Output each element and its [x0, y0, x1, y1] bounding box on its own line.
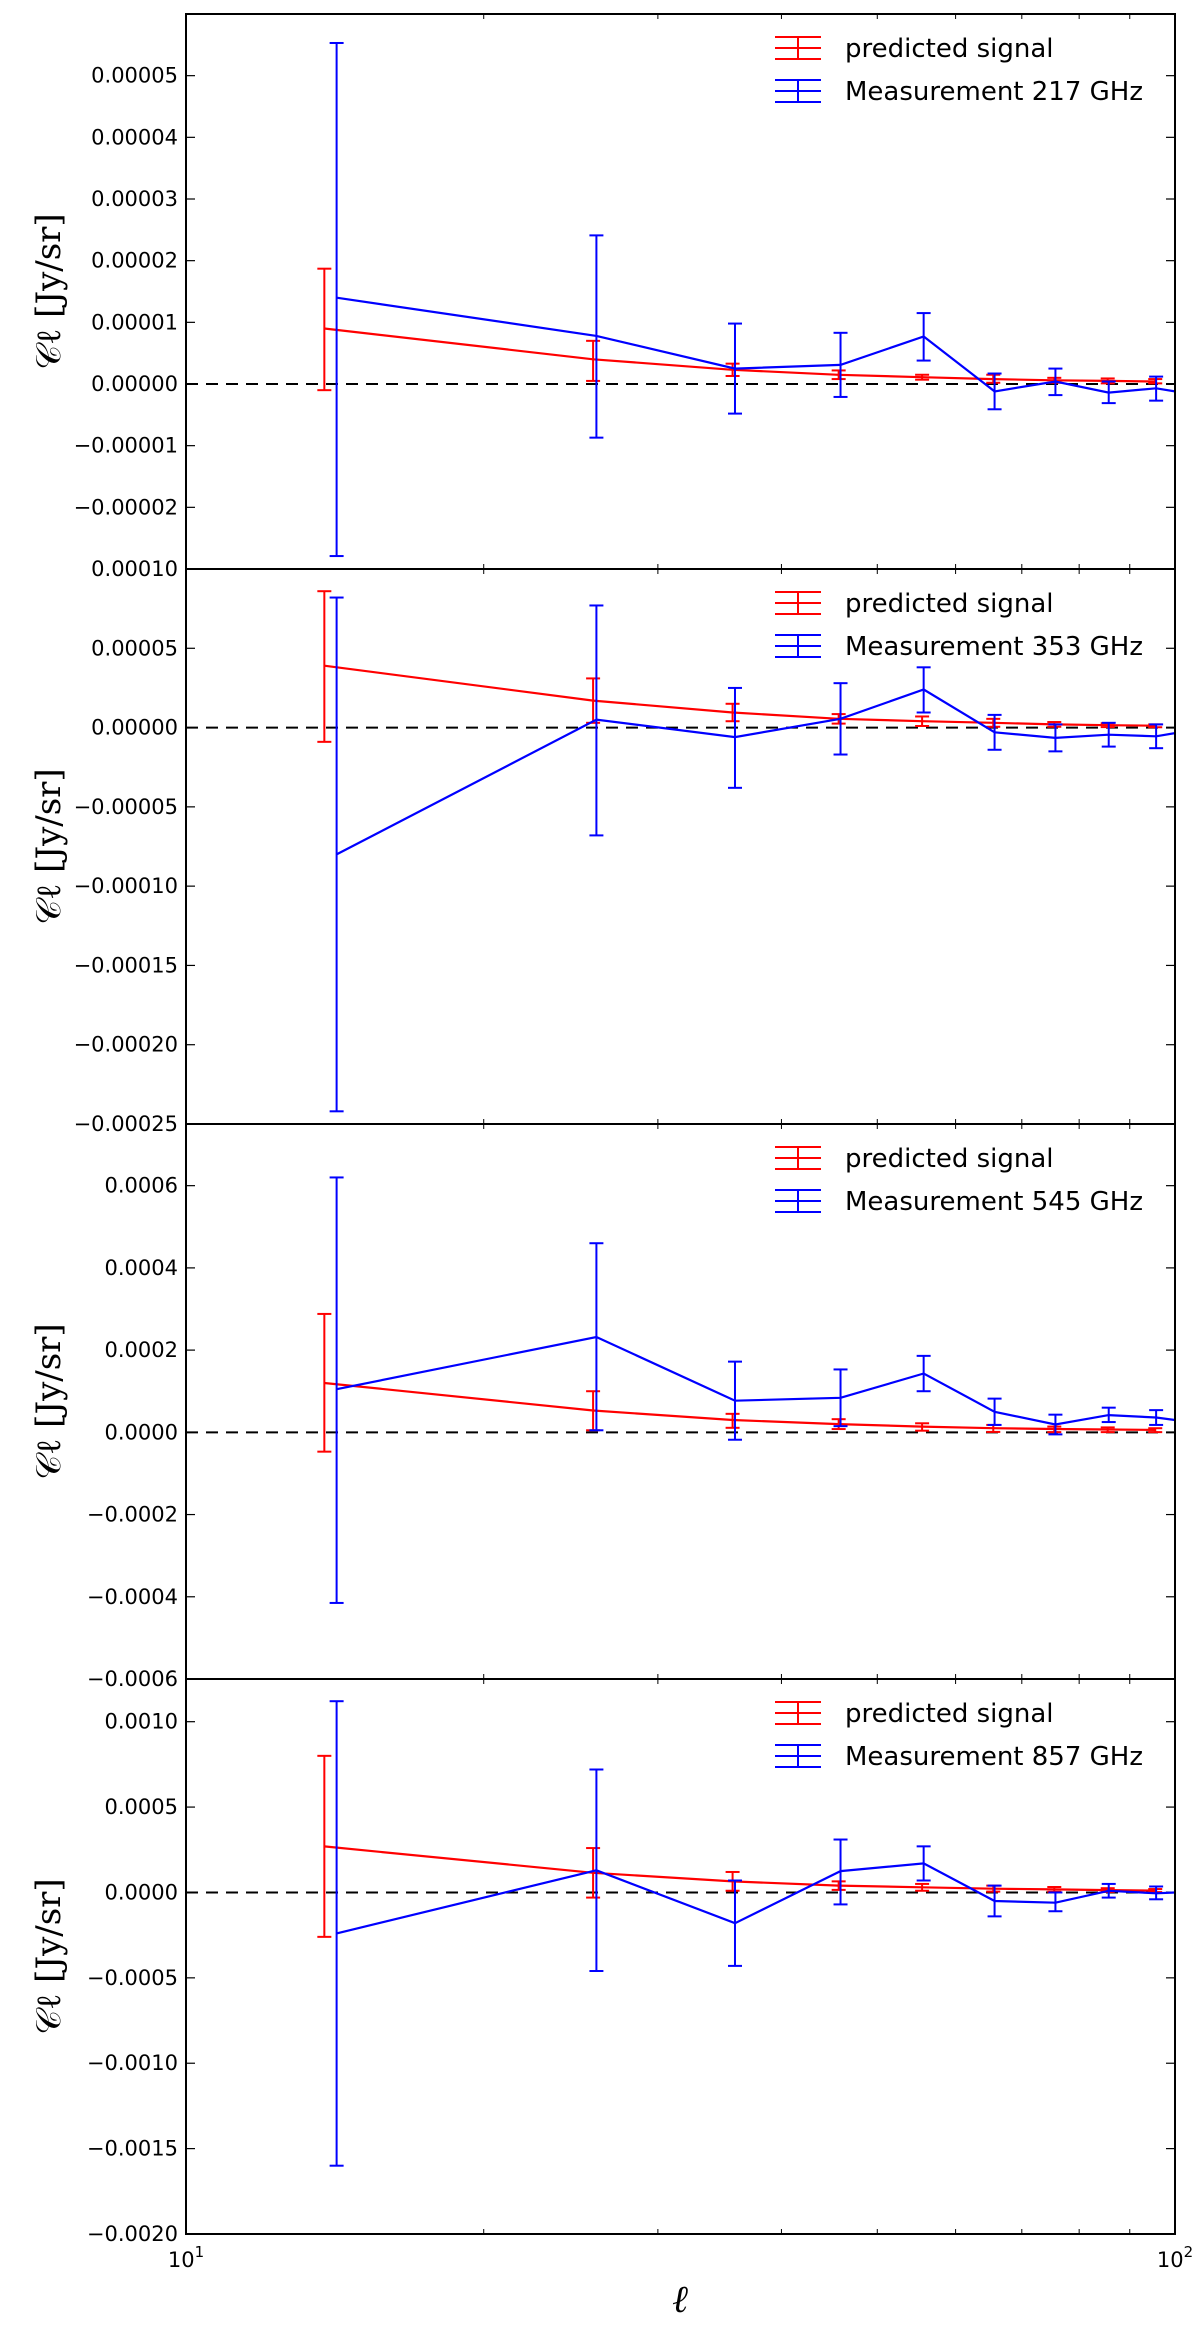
panel-4: −0.0020 −0.0015 −0.0010 −0.0005 0.0000 0.0005… — [29, 1678, 1176, 2246]
y-axis-label: 𝒞ℓ [Jy/sr] — [29, 768, 69, 924]
plot-area — [186, 590, 1175, 1113]
y-tick-label: 0.00004 — [91, 125, 178, 149]
y-tick-label: 0.00010 — [91, 557, 178, 581]
legend: predicted signal Measurement 353 GHz — [775, 589, 1143, 662]
legend-label: Measurement 545 GHz — [845, 1187, 1143, 1217]
y-tick-label: −0.00025 — [74, 1112, 178, 1136]
x-tick-exponent: 2 — [1184, 2243, 1194, 2261]
measurement-line — [336, 296, 1175, 394]
panel-3: −0.0006 −0.0004 −0.0002 0.0000 0.0002 0.0004 0… — [29, 1123, 1176, 1691]
y-tick-label: 0.00000 — [91, 716, 178, 740]
y-axis-label: 𝒞ℓ [Jy/sr] — [29, 1323, 69, 1479]
measurement-line — [336, 688, 1175, 856]
panels: −0.00002 −0.00001 0.00000 0.00001 0.00002 0.0… — [29, 13, 1176, 2246]
x-axis: 101 102 — [168, 2243, 1193, 2272]
x-tick-label: 101 — [168, 2243, 204, 2272]
y-tick-label: 0.0004 — [105, 1256, 178, 1280]
y-tick-label: 0.00005 — [91, 64, 178, 88]
y-tick-label: 0.0005 — [105, 1795, 178, 1819]
y-tick-label: −0.0002 — [87, 1503, 178, 1527]
y-tick-label: −0.0005 — [87, 1966, 178, 1990]
legend-label: Measurement 217 GHz — [845, 77, 1143, 107]
y-tick-label: 0.00000 — [91, 372, 178, 396]
y-tick-label: −0.00010 — [74, 874, 178, 898]
measurement-line — [336, 1335, 1175, 1426]
y-tick-label: −0.00005 — [74, 795, 178, 819]
y-axis-label: 𝒞ℓ [Jy/sr] — [29, 213, 69, 369]
y-tick-label: −0.00015 — [74, 953, 178, 977]
x-tick-exponent: 1 — [195, 2243, 205, 2261]
y-tick-label: −0.00001 — [74, 434, 178, 458]
legend: predicted signal Measurement 857 GHz — [775, 1699, 1143, 1772]
plot-area — [186, 41, 1175, 558]
legend-label: predicted signal — [845, 1699, 1054, 1729]
plot-area — [186, 1176, 1175, 1604]
x-axis-label: ℓ — [672, 2277, 688, 2321]
y-tick-label: 0.00003 — [91, 187, 178, 211]
legend: predicted signal Measurement 545 GHz — [775, 1144, 1143, 1217]
legend-label: Measurement 857 GHz — [845, 1742, 1143, 1772]
y-tick-label: −0.0020 — [87, 2222, 178, 2246]
y-tick-label: 0.0006 — [105, 1174, 178, 1198]
panel-1: −0.00002 −0.00001 0.00000 0.00001 0.00002 0.0… — [29, 13, 1176, 581]
legend-label: Measurement 353 GHz — [845, 632, 1143, 662]
y-axis-label: 𝒞ℓ [Jy/sr] — [29, 1878, 69, 2034]
x-tick-label: 102 — [1157, 2243, 1193, 2272]
y-tick-label: 0.00005 — [91, 636, 178, 660]
y-tick-label: −0.00020 — [74, 1033, 178, 1057]
y-tick-label: −0.00002 — [74, 495, 178, 519]
y-tick-label: −0.0004 — [87, 1585, 178, 1609]
y-tick-label: 0.0010 — [105, 1710, 178, 1734]
y-tick-label: −0.0010 — [87, 2051, 178, 2075]
legend-label: predicted signal — [845, 1144, 1054, 1174]
legend-label: predicted signal — [845, 34, 1054, 64]
y-tick-label: 0.00001 — [91, 310, 178, 334]
plot-area — [186, 1700, 1175, 2167]
y-tick-label: 0.00002 — [91, 249, 178, 273]
y-tick-label: 0.0002 — [105, 1338, 178, 1362]
x-tick-base: 10 — [1157, 2248, 1184, 2272]
axes-frame — [185, 1678, 1176, 2235]
y-tick-label: −0.0006 — [87, 1667, 178, 1691]
legend-label: predicted signal — [845, 589, 1054, 619]
y-tick-label: 0.0000 — [105, 1880, 178, 1904]
measurement-line — [336, 1862, 1175, 1935]
x-tick-base: 10 — [168, 2248, 195, 2272]
y-tick-label: 0.0000 — [105, 1420, 178, 1444]
legend: predicted signal Measurement 217 GHz — [775, 34, 1143, 107]
y-tick-label: −0.0015 — [87, 2137, 178, 2161]
